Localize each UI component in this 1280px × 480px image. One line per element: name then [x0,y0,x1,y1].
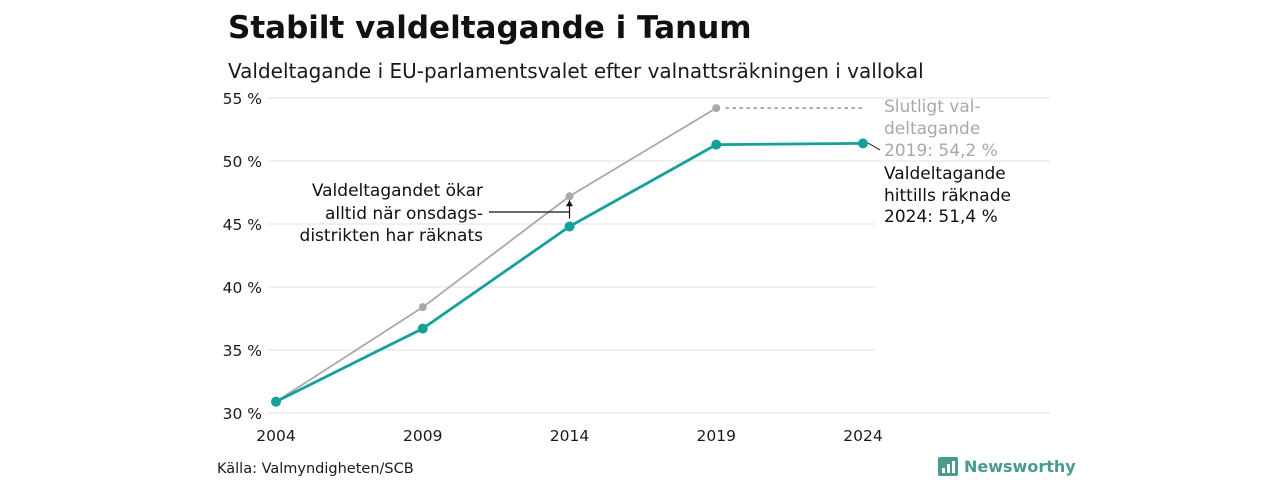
x-tick-label: 2009 [403,427,442,445]
data-point-counted [858,138,868,149]
y-tick-label: 35 % [223,342,262,360]
x-tick-label: 2024 [843,427,882,445]
y-tick-label: 45 % [223,216,262,234]
y-tick-label: 55 % [223,90,262,108]
data-point-counted [417,323,428,334]
counted-annotation-line: hittills räknade [884,186,1011,206]
y-axis: 30 % 35 % 40 % 45 % 50 % 55 % [223,90,262,423]
data-point-final [418,303,427,312]
onsdag-annotation-line: alltid när onsdags- [325,204,483,224]
y-tick-label: 50 % [223,153,262,171]
series-lines [271,104,868,407]
onsdag-annotation-line: distrikten har räknats [300,226,484,246]
newsworthy-logo: Newsworthy [938,457,1076,476]
x-tick-label: 2004 [256,427,295,445]
data-point-final [712,104,721,113]
chart-title: Stabilt valdeltagande i Tanum [228,10,752,46]
onsdag-connector [489,211,571,219]
x-axis: 2004 2009 2014 2019 2024 [256,427,882,445]
data-point-counted [564,221,575,232]
counted-annotation-line: Valdeltagande [884,164,1006,184]
data-point-final [565,192,574,201]
series-line-final [275,107,717,403]
source-note: Källa: Valmyndigheten/SCB [217,461,414,477]
counted-annotation-line: 2024: 51,4 % [884,207,998,227]
y-tick-label: 30 % [223,405,262,423]
final-annotation-line: 2019: 54,2 % [884,141,998,161]
data-point-counted [271,396,281,407]
onsdag-arrowhead [566,200,573,207]
data-point-counted [711,139,722,150]
onsdag-annotation-line: Valdeltagandet ökar [312,181,483,201]
y-tick-label: 40 % [223,279,262,297]
gridlines [268,97,1050,414]
final-annotation-line: Slutligt val- [884,97,981,117]
final-annotation-line: deltagande [884,119,980,139]
chart-subtitle: Valdeltagande i EU-parlamentsvalet efter… [228,59,924,83]
brand-name: Newsworthy [964,457,1076,476]
x-tick-label: 2019 [697,427,736,445]
counted-connector [867,142,881,151]
x-tick-label: 2014 [550,427,589,445]
